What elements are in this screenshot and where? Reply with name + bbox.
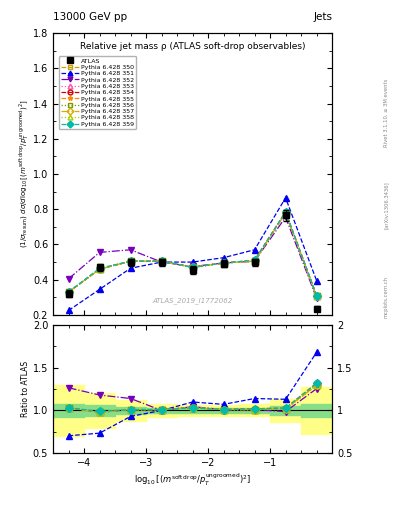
Text: Jets: Jets [313, 11, 332, 22]
Text: 13000 GeV pp: 13000 GeV pp [53, 11, 127, 22]
Text: [arXiv:1306.3436]: [arXiv:1306.3436] [384, 181, 388, 229]
Y-axis label: Ratio to ATLAS: Ratio to ATLAS [21, 361, 30, 417]
Text: ATLAS_2019_I1772062: ATLAS_2019_I1772062 [152, 297, 233, 304]
Text: Relative jet mass ρ (ATLAS soft-drop observables): Relative jet mass ρ (ATLAS soft-drop obs… [80, 42, 305, 51]
Text: mcplots.cern.ch: mcplots.cern.ch [384, 276, 388, 318]
Y-axis label: $(1/\sigma_\mathrm{resum})\ d\sigma/d\log_{10}[(m^\mathrm{soft\,drop}/p_T^\mathr: $(1/\sigma_\mathrm{resum})\ d\sigma/d\lo… [18, 100, 31, 248]
X-axis label: $\log_{10}[(m^\mathrm{soft\,drop}/p_T^\mathrm{ungroomed})^2]$: $\log_{10}[(m^\mathrm{soft\,drop}/p_T^\m… [134, 472, 251, 488]
Legend: ATLAS, Pythia 6.428 350, Pythia 6.428 351, Pythia 6.428 352, Pythia 6.428 353, P: ATLAS, Pythia 6.428 350, Pythia 6.428 35… [59, 56, 136, 129]
Text: Rivet 3.1.10, ≥ 3M events: Rivet 3.1.10, ≥ 3M events [384, 78, 388, 147]
